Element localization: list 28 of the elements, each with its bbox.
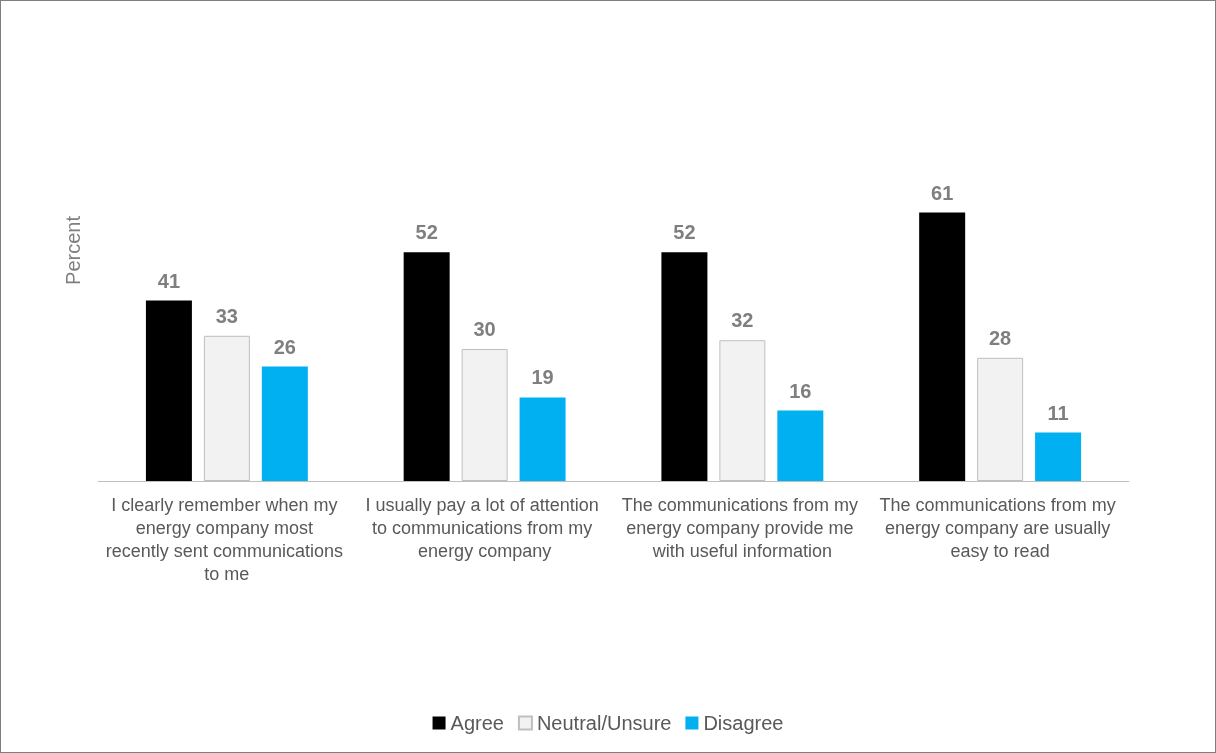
data-label: 33 bbox=[215, 304, 238, 327]
data-label: 32 bbox=[731, 309, 754, 332]
data-label: 61 bbox=[931, 181, 954, 204]
x-tick-label: The communications from my energy company provide me with useful information bbox=[621, 494, 863, 561]
bar bbox=[261, 366, 308, 481]
bar bbox=[1035, 432, 1082, 481]
legend-label: Disagree bbox=[703, 712, 784, 734]
y-axis-title: Percent bbox=[62, 215, 84, 285]
data-label: 26 bbox=[273, 335, 296, 358]
data-label: 11 bbox=[1047, 401, 1069, 424]
legend-label: Neutral/Unsure bbox=[536, 712, 672, 734]
x-tick-label: The communications from my energy company are usually easy to read bbox=[879, 494, 1121, 561]
data-label: 52 bbox=[673, 221, 696, 244]
data-label: 28 bbox=[989, 326, 1012, 349]
bar bbox=[519, 397, 566, 481]
bar bbox=[661, 252, 708, 481]
data-label: 16 bbox=[789, 379, 812, 402]
bar bbox=[145, 300, 192, 481]
bar bbox=[777, 410, 824, 481]
x-tick-label: I clearly remember when my energy company most recently sent communications to me bbox=[105, 494, 348, 584]
bar bbox=[919, 212, 966, 481]
data-label: 41 bbox=[157, 269, 181, 292]
x-tick-label: I usually pay a lot of attention to communications from my energy company bbox=[365, 494, 604, 561]
data-label: 19 bbox=[531, 366, 554, 389]
data-label: 52 bbox=[415, 221, 438, 244]
bar bbox=[403, 252, 450, 481]
legend-label: Agree bbox=[450, 712, 504, 734]
data-label: 30 bbox=[473, 318, 496, 340]
